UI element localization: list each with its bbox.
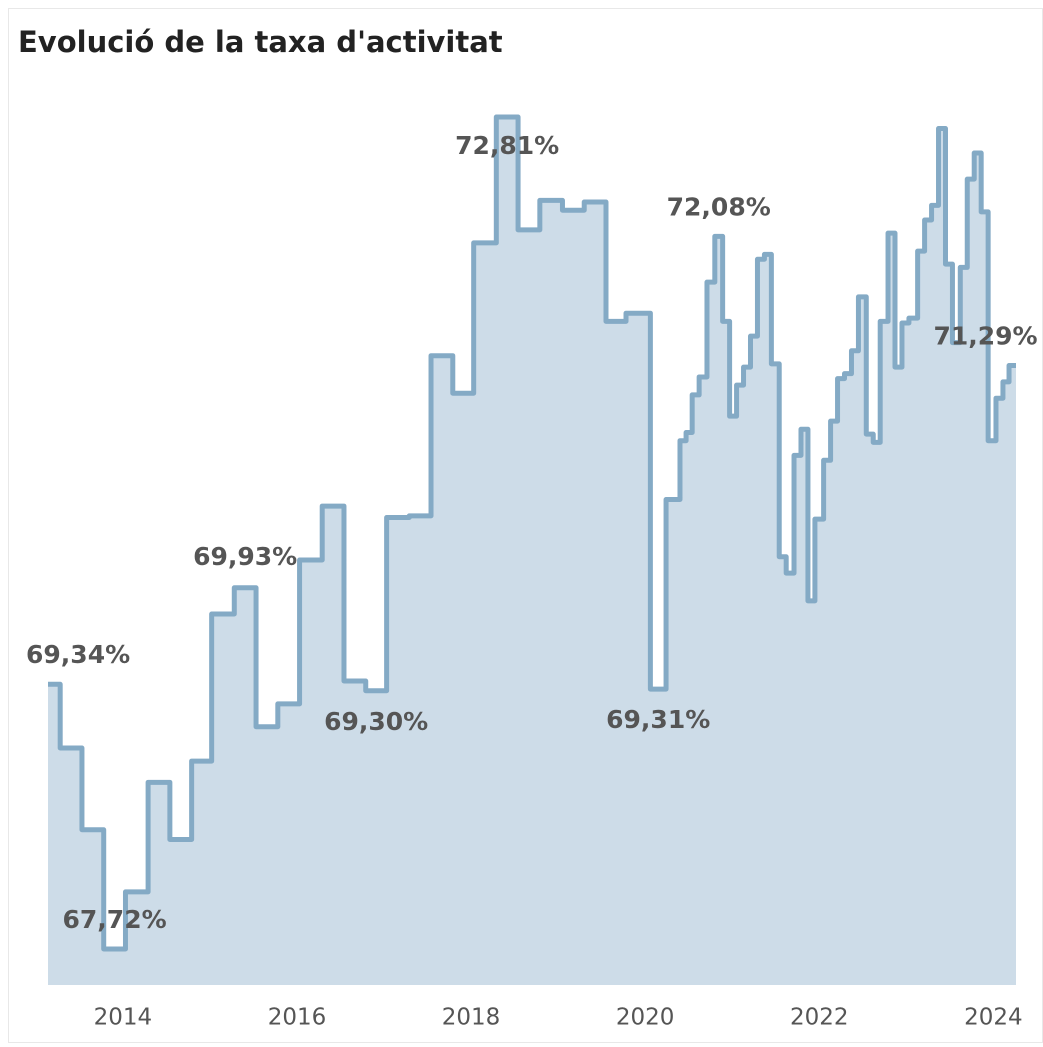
data-label: 69,30%: [324, 707, 428, 736]
data-label: 72,81%: [455, 131, 559, 160]
chart-title: Evolució de la taxa d'activitat: [18, 25, 503, 59]
x-tick-label: 2018: [442, 1005, 501, 1031]
x-tick-label: 2020: [616, 1005, 675, 1031]
data-label: 72,08%: [667, 192, 771, 221]
data-label: 69,93%: [193, 542, 297, 571]
data-label: 67,72%: [63, 905, 167, 934]
x-tick-label: 2022: [790, 1005, 849, 1031]
line: [48, 114, 1016, 952]
data-label: 69,31%: [606, 705, 710, 734]
area: [48, 117, 1016, 985]
x-tick-label: 2014: [94, 1005, 153, 1031]
x-tick-label: 2016: [268, 1005, 327, 1031]
data-label: 69,34%: [26, 640, 130, 669]
data-label: 71,29%: [933, 322, 1037, 351]
x-tick-label: 2024: [964, 1005, 1023, 1031]
